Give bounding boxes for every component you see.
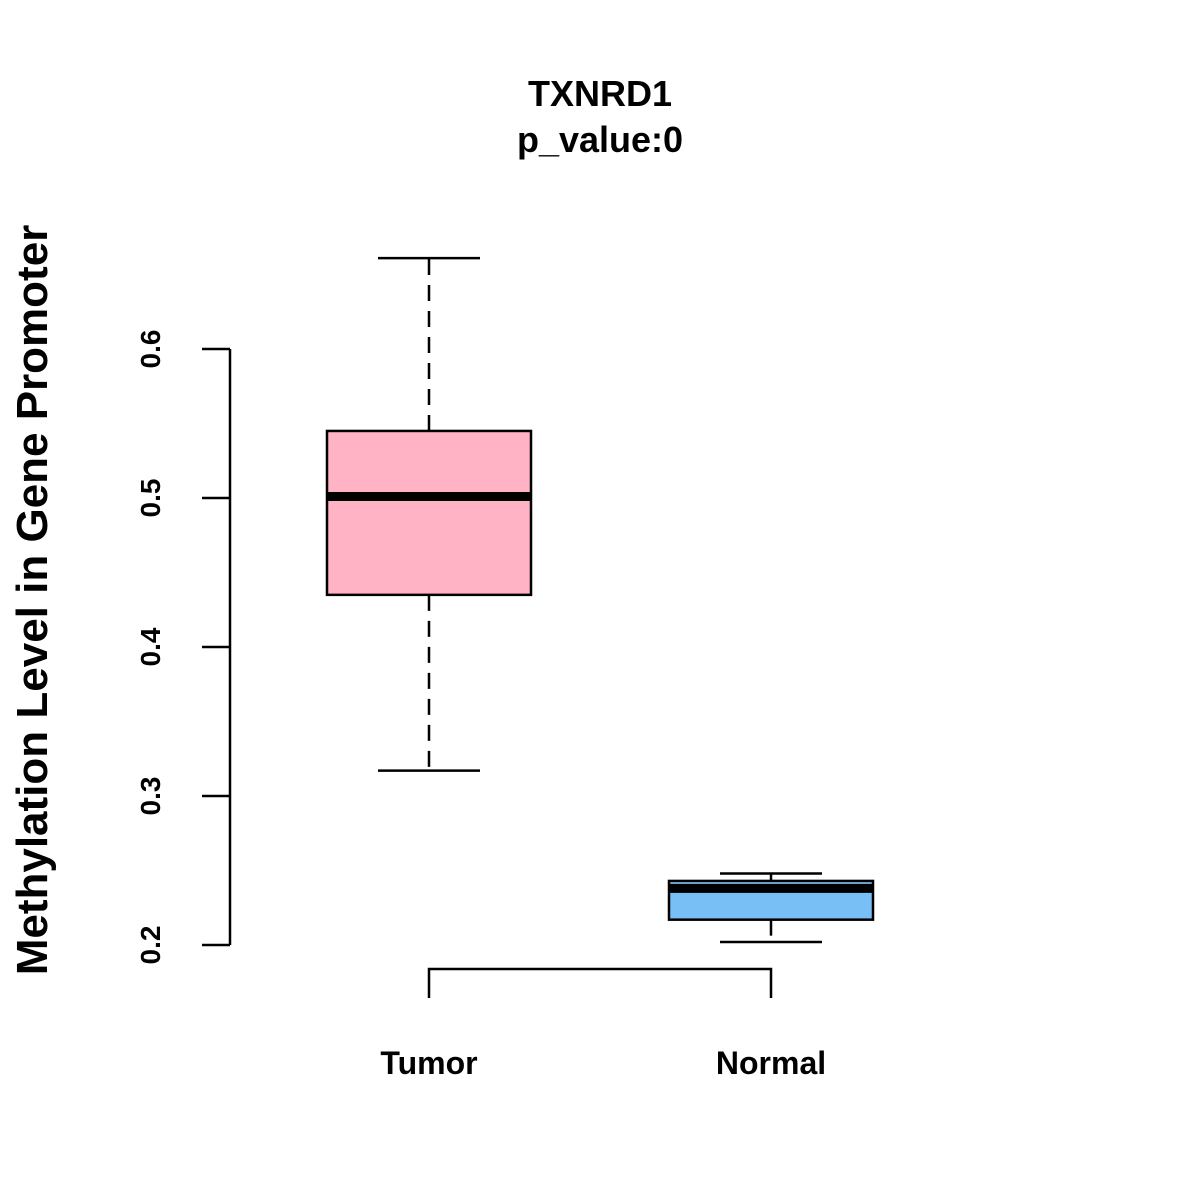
y-tick-label: 0.4 [135,627,166,666]
y-axis: 0.2 0.3 0.4 0.5 0.6 [135,330,232,965]
boxes [325,256,875,944]
y-tick-label: 0.5 [135,479,166,518]
box-tumor [325,256,533,772]
box-normal [667,872,875,944]
y-tick-label: 0.6 [135,330,166,369]
x-category-label: Normal [716,1045,826,1081]
y-tick-label: 0.2 [135,926,166,965]
chart-subtitle: p_value:0 [517,119,683,160]
x-category-labels: Tumor Normal [380,1045,826,1081]
x-bracket [427,967,773,998]
y-axis-label: Methylation Level in Gene Promoter [8,225,57,976]
x-category-label: Tumor [380,1045,477,1081]
y-tick-label: 0.3 [135,777,166,816]
chart-title: TXNRD1 [528,73,672,114]
x-bracket-line [427,967,773,998]
iqr-box [325,429,533,597]
